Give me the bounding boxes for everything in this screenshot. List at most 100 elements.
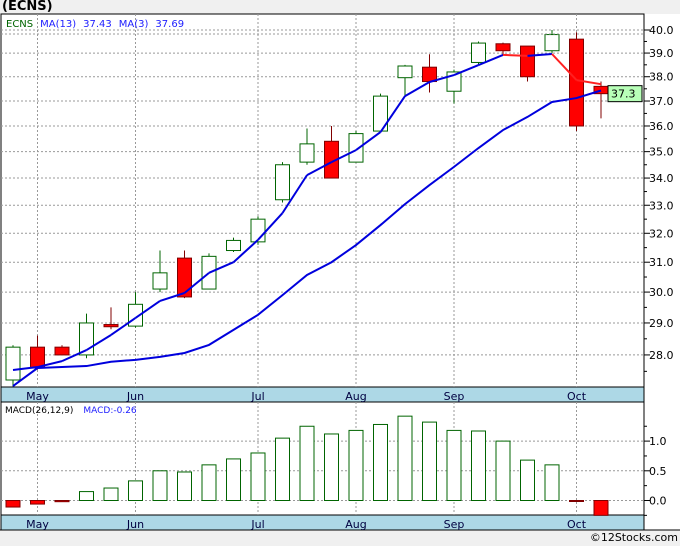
candle	[103, 307, 119, 330]
macd-bar	[544, 464, 560, 501]
macd-bar	[569, 500, 584, 502]
macd-bar	[54, 500, 70, 503]
month-label: Jun	[126, 390, 144, 403]
candle-body	[422, 66, 437, 83]
candle-body	[103, 324, 119, 328]
candle-body	[275, 164, 290, 201]
candle-body	[54, 346, 70, 356]
price-tick-label: 36.0	[649, 120, 674, 133]
candle-body	[348, 133, 364, 163]
candle	[275, 162, 290, 203]
ma3-segment	[183, 272, 210, 294]
price-tick-label: 33.0	[649, 199, 674, 212]
candle-body	[544, 34, 560, 52]
macd-bar	[373, 423, 388, 501]
price-tick-label: 31.0	[649, 256, 674, 269]
candle	[471, 41, 486, 65]
ma3-segment	[355, 131, 382, 151]
month-label: Oct	[567, 390, 587, 403]
ma3-segment	[159, 292, 185, 302]
candle	[495, 42, 511, 56]
price-x-axis-band	[0, 386, 645, 403]
candle	[5, 345, 21, 387]
legend-symbol: ECNS	[6, 19, 33, 30]
macd-bar	[348, 429, 364, 501]
ma3-segment	[502, 53, 528, 57]
ma3-segment	[478, 54, 504, 66]
month-label: Jul	[250, 518, 264, 531]
last-price-label: 37.3	[611, 88, 636, 101]
month-label: Aug	[345, 518, 366, 531]
candle	[177, 250, 192, 299]
macd-bar	[30, 500, 45, 505]
legend-ma3-value: 37.69	[155, 19, 184, 30]
macd-legend-value: MACD:-0.26	[83, 406, 137, 416]
macd-bar	[299, 425, 315, 501]
candle	[30, 335, 45, 370]
ma3-segment	[232, 239, 259, 263]
ma3-segment	[551, 53, 578, 81]
credit-text: ©12Stocks.com	[589, 531, 678, 544]
candle	[397, 64, 413, 97]
ma3-segment	[12, 366, 38, 372]
candle-body	[471, 42, 486, 63]
ma3-segment	[404, 81, 430, 97]
ma3-segment	[331, 149, 357, 164]
ma3-segment	[576, 79, 602, 86]
macd-tick-label: 1.0	[649, 435, 667, 448]
price-tick-label: 32.0	[649, 227, 674, 240]
ma3-segment	[429, 74, 455, 83]
macd-bar	[177, 471, 192, 502]
macd-bar	[446, 429, 462, 501]
macd-bar	[128, 480, 143, 502]
candle	[348, 131, 364, 163]
month-label: Sep	[444, 518, 465, 531]
candle	[299, 128, 315, 165]
last-price-box	[607, 85, 643, 103]
candle-body	[177, 257, 192, 298]
price-tick-label: 37.0	[649, 95, 674, 108]
month-label: Jun	[126, 518, 144, 531]
legend-ma13-value: 37.43	[83, 19, 112, 30]
candle-body	[152, 272, 168, 290]
candle-body	[569, 38, 584, 127]
month-label: Aug	[345, 390, 366, 403]
candle-body	[299, 143, 315, 163]
macd-bar	[593, 500, 609, 516]
candle-body	[495, 43, 511, 52]
candle	[373, 93, 388, 132]
price-tick-label: 38.0	[649, 71, 674, 84]
macd-bar	[275, 437, 290, 502]
macd-bar	[103, 487, 119, 502]
month-label: May	[26, 518, 49, 531]
candle	[520, 45, 535, 82]
macd-bar	[250, 452, 266, 502]
macd-bar	[5, 500, 21, 508]
month-label: May	[26, 390, 49, 403]
price-panel	[0, 13, 645, 388]
month-label: Oct	[567, 518, 587, 531]
month-label: Sep	[444, 390, 465, 403]
ma3-segment	[37, 360, 63, 369]
price-tick-label: 34.0	[649, 172, 674, 185]
ma3-segment	[61, 349, 87, 363]
ma3-segment	[134, 300, 161, 319]
macd-bar	[152, 470, 168, 501]
price-tick-label: 40.0	[649, 24, 674, 37]
price-tick-label: 30.0	[649, 286, 674, 299]
price-tick-label: 39.0	[649, 47, 674, 60]
ma3-segment	[281, 174, 308, 214]
legend-ma3-label: MA(3)	[119, 19, 149, 30]
candle	[54, 345, 70, 356]
candle-body	[520, 45, 535, 78]
candle	[544, 30, 560, 54]
candle-body	[226, 239, 241, 252]
macd-x-axis-band	[0, 514, 645, 531]
month-label: Jul	[250, 390, 264, 403]
macd-tick-label: 0.0	[649, 495, 667, 508]
ma3-segment	[453, 64, 479, 76]
candle-body	[397, 65, 413, 79]
price-tick-label: 35.0	[649, 146, 674, 159]
ma3-segment	[527, 53, 553, 57]
